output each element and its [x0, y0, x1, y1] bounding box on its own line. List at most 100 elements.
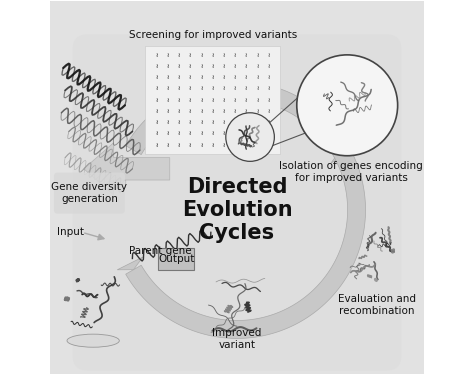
Text: $\bf{\wr}$: $\bf{\wr}$	[233, 96, 237, 104]
Text: $\bf{\wr}$: $\bf{\wr}$	[233, 129, 237, 137]
Text: $\bf{\wr}$: $\bf{\wr}$	[177, 73, 181, 81]
Text: $\bf{\wr}$: $\bf{\wr}$	[211, 96, 215, 104]
Circle shape	[226, 113, 274, 161]
Text: $\bf{\wr}$: $\bf{\wr}$	[200, 62, 203, 70]
Text: $\bf{\wr}$: $\bf{\wr}$	[255, 62, 259, 70]
Text: $\bf{\wr}$: $\bf{\wr}$	[166, 73, 170, 81]
Text: $\bf{\wr}$: $\bf{\wr}$	[166, 129, 170, 137]
Text: $\bf{\wr}$: $\bf{\wr}$	[255, 118, 259, 126]
Text: $\bf{\wr}$: $\bf{\wr}$	[166, 141, 170, 148]
FancyArrowPatch shape	[85, 233, 104, 240]
PathPatch shape	[84, 142, 170, 195]
Text: $\bf{\wr}$: $\bf{\wr}$	[211, 129, 215, 137]
Circle shape	[297, 55, 398, 156]
Text: $\bf{\wr}$: $\bf{\wr}$	[155, 62, 159, 70]
Text: $\bf{\wr}$: $\bf{\wr}$	[155, 73, 159, 81]
Text: $\bf{\wr}$: $\bf{\wr}$	[267, 107, 271, 115]
Text: $\bf{\wr}$: $\bf{\wr}$	[188, 141, 192, 148]
Text: $\bf{\wr}$: $\bf{\wr}$	[222, 96, 226, 104]
Text: $\bf{\wr}$: $\bf{\wr}$	[267, 51, 271, 59]
Text: $\bf{\wr}$: $\bf{\wr}$	[200, 129, 203, 137]
Text: $\bf{\wr}$: $\bf{\wr}$	[200, 118, 203, 126]
PathPatch shape	[117, 257, 143, 270]
Text: Isolation of genes encoding
for improved variants: Isolation of genes encoding for improved…	[279, 161, 423, 183]
Text: $\bf{\wr}$: $\bf{\wr}$	[166, 118, 170, 126]
Text: $\bf{\wr}$: $\bf{\wr}$	[188, 107, 192, 115]
Text: $\bf{\wr}$: $\bf{\wr}$	[245, 107, 248, 115]
FancyBboxPatch shape	[158, 248, 194, 270]
Text: $\bf{\wr}$: $\bf{\wr}$	[177, 96, 181, 104]
Text: $\bf{\wr}$: $\bf{\wr}$	[233, 62, 237, 70]
Text: Input: Input	[57, 227, 84, 237]
Text: $\bf{\wr}$: $\bf{\wr}$	[245, 141, 248, 148]
Text: $\bf{\wr}$: $\bf{\wr}$	[188, 96, 192, 104]
Text: $\bf{\wr}$: $\bf{\wr}$	[267, 73, 271, 81]
FancyBboxPatch shape	[146, 45, 280, 154]
Text: $\bf{\wr}$: $\bf{\wr}$	[166, 96, 170, 104]
Text: $\bf{\wr}$: $\bf{\wr}$	[188, 84, 192, 93]
Text: $\bf{\wr}$: $\bf{\wr}$	[245, 73, 248, 81]
Text: $\bf{\wr}$: $\bf{\wr}$	[245, 129, 248, 137]
PathPatch shape	[331, 150, 357, 163]
Text: $\bf{\wr}$: $\bf{\wr}$	[245, 118, 248, 126]
Text: $\bf{\wr}$: $\bf{\wr}$	[267, 129, 271, 137]
Text: $\bf{\wr}$: $\bf{\wr}$	[211, 107, 215, 115]
Text: Screening for improved variants: Screening for improved variants	[128, 30, 297, 40]
Text: $\bf{\wr}$: $\bf{\wr}$	[200, 96, 203, 104]
Text: $\bf{\wr}$: $\bf{\wr}$	[166, 51, 170, 59]
Text: $\bf{\wr}$: $\bf{\wr}$	[188, 73, 192, 81]
Text: $\bf{\wr}$: $\bf{\wr}$	[255, 129, 259, 137]
Text: $\bf{\wr}$: $\bf{\wr}$	[211, 62, 215, 70]
Text: $\bf{\wr}$: $\bf{\wr}$	[177, 107, 181, 115]
Text: $\bf{\wr}$: $\bf{\wr}$	[267, 118, 271, 126]
Text: $\bf{\wr}$: $\bf{\wr}$	[188, 118, 192, 126]
Text: $\bf{\wr}$: $\bf{\wr}$	[211, 51, 215, 59]
Text: $\bf{\wr}$: $\bf{\wr}$	[177, 62, 181, 70]
Text: $\bf{\wr}$: $\bf{\wr}$	[222, 84, 226, 93]
Text: $\bf{\wr}$: $\bf{\wr}$	[177, 84, 181, 93]
Text: $\bf{\wr}$: $\bf{\wr}$	[200, 84, 203, 93]
Text: $\bf{\wr}$: $\bf{\wr}$	[177, 141, 181, 148]
Text: $\bf{\wr}$: $\bf{\wr}$	[200, 51, 203, 59]
Text: $\bf{\wr}$: $\bf{\wr}$	[267, 141, 271, 148]
Text: $\bf{\wr}$: $\bf{\wr}$	[222, 62, 226, 70]
Text: $\bf{\wr}$: $\bf{\wr}$	[245, 62, 248, 70]
Text: $\bf{\wr}$: $\bf{\wr}$	[200, 141, 203, 148]
Text: $\bf{\wr}$: $\bf{\wr}$	[222, 51, 226, 59]
Text: $\bf{\wr}$: $\bf{\wr}$	[177, 129, 181, 137]
Text: $\bf{\wr}$: $\bf{\wr}$	[177, 118, 181, 126]
Text: $\bf{\wr}$: $\bf{\wr}$	[267, 84, 271, 93]
Text: $\bf{\wr}$: $\bf{\wr}$	[188, 62, 192, 70]
Text: $\bf{\wr}$: $\bf{\wr}$	[245, 84, 248, 93]
Text: $\bf{\wr}$: $\bf{\wr}$	[255, 73, 259, 81]
Text: $\bf{\wr}$: $\bf{\wr}$	[255, 107, 259, 115]
Text: $\bf{\wr}$: $\bf{\wr}$	[155, 129, 159, 137]
Text: Improved
variant: Improved variant	[212, 328, 262, 350]
PathPatch shape	[126, 146, 365, 338]
Text: $\bf{\wr}$: $\bf{\wr}$	[245, 96, 248, 104]
Text: $\bf{\wr}$: $\bf{\wr}$	[211, 118, 215, 126]
FancyBboxPatch shape	[54, 172, 125, 214]
Text: $\bf{\wr}$: $\bf{\wr}$	[233, 118, 237, 126]
Text: $\bf{\wr}$: $\bf{\wr}$	[155, 84, 159, 93]
Text: $\bf{\wr}$: $\bf{\wr}$	[233, 51, 237, 59]
Text: $\bf{\wr}$: $\bf{\wr}$	[222, 118, 226, 126]
Text: $\bf{\wr}$: $\bf{\wr}$	[233, 73, 237, 81]
Text: $\bf{\wr}$: $\bf{\wr}$	[222, 73, 226, 81]
Text: Output: Output	[158, 254, 194, 264]
Ellipse shape	[67, 334, 119, 347]
Text: $\bf{\wr}$: $\bf{\wr}$	[188, 129, 192, 137]
Text: $\bf{\wr}$: $\bf{\wr}$	[255, 96, 259, 104]
Text: $\bf{\wr}$: $\bf{\wr}$	[155, 118, 159, 126]
Text: Parent gene: Parent gene	[128, 246, 191, 256]
Text: Evaluation and
recombination: Evaluation and recombination	[338, 294, 416, 316]
Text: $\bf{\wr}$: $\bf{\wr}$	[245, 51, 248, 59]
Text: $\bf{\wr}$: $\bf{\wr}$	[255, 51, 259, 59]
Text: $\bf{\wr}$: $\bf{\wr}$	[155, 107, 159, 115]
Text: $\bf{\wr}$: $\bf{\wr}$	[177, 51, 181, 59]
Text: Directed
Evolution
Cycles: Directed Evolution Cycles	[182, 177, 292, 243]
Text: $\bf{\wr}$: $\bf{\wr}$	[233, 107, 237, 115]
Text: $\bf{\wr}$: $\bf{\wr}$	[267, 62, 271, 70]
Text: $\bf{\wr}$: $\bf{\wr}$	[200, 73, 203, 81]
Text: $\bf{\wr}$: $\bf{\wr}$	[155, 141, 159, 148]
